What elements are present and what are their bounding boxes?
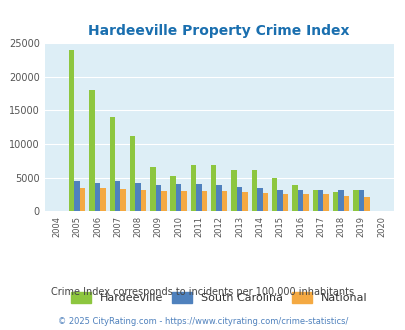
Title: Hardeeville Property Crime Index: Hardeeville Property Crime Index <box>88 23 349 38</box>
Bar <box>201 191 207 211</box>
Bar <box>74 181 80 211</box>
Bar <box>337 190 343 211</box>
Bar <box>155 185 161 211</box>
Bar <box>332 192 337 211</box>
Bar <box>115 181 120 211</box>
Bar <box>251 170 256 211</box>
Bar <box>135 183 141 211</box>
Bar <box>317 190 323 211</box>
Bar <box>222 191 227 211</box>
Bar <box>181 191 186 211</box>
Bar <box>141 190 146 211</box>
Bar <box>323 194 328 211</box>
Bar <box>120 189 126 211</box>
Bar <box>80 188 85 211</box>
Text: Crime Index corresponds to incidents per 100,000 inhabitants: Crime Index corresponds to incidents per… <box>51 287 354 297</box>
Bar <box>130 137 135 211</box>
Bar <box>150 167 155 211</box>
Bar <box>100 188 105 211</box>
Bar <box>196 184 201 211</box>
Bar <box>363 197 369 211</box>
Bar <box>358 190 363 211</box>
Bar <box>216 185 222 211</box>
Bar <box>297 190 303 211</box>
Bar <box>292 185 297 211</box>
Text: © 2025 CityRating.com - https://www.cityrating.com/crime-statistics/: © 2025 CityRating.com - https://www.city… <box>58 317 347 326</box>
Bar <box>256 188 262 211</box>
Bar <box>94 183 100 211</box>
Bar <box>262 193 267 211</box>
Bar <box>231 170 236 211</box>
Bar <box>303 194 308 211</box>
Bar <box>109 117 115 211</box>
Bar <box>352 190 358 211</box>
Bar <box>211 165 216 211</box>
Bar <box>170 176 175 211</box>
Legend: Hardeeville, South Carolina, National: Hardeeville, South Carolina, National <box>66 287 371 308</box>
Bar <box>282 194 288 211</box>
Bar <box>236 187 242 211</box>
Bar <box>190 165 196 211</box>
Bar <box>277 190 282 211</box>
Bar <box>242 192 247 211</box>
Bar <box>69 50 74 211</box>
Bar <box>312 190 317 211</box>
Bar <box>271 178 277 211</box>
Bar <box>175 184 181 211</box>
Bar <box>89 90 94 211</box>
Bar <box>161 191 166 211</box>
Bar <box>343 196 348 211</box>
